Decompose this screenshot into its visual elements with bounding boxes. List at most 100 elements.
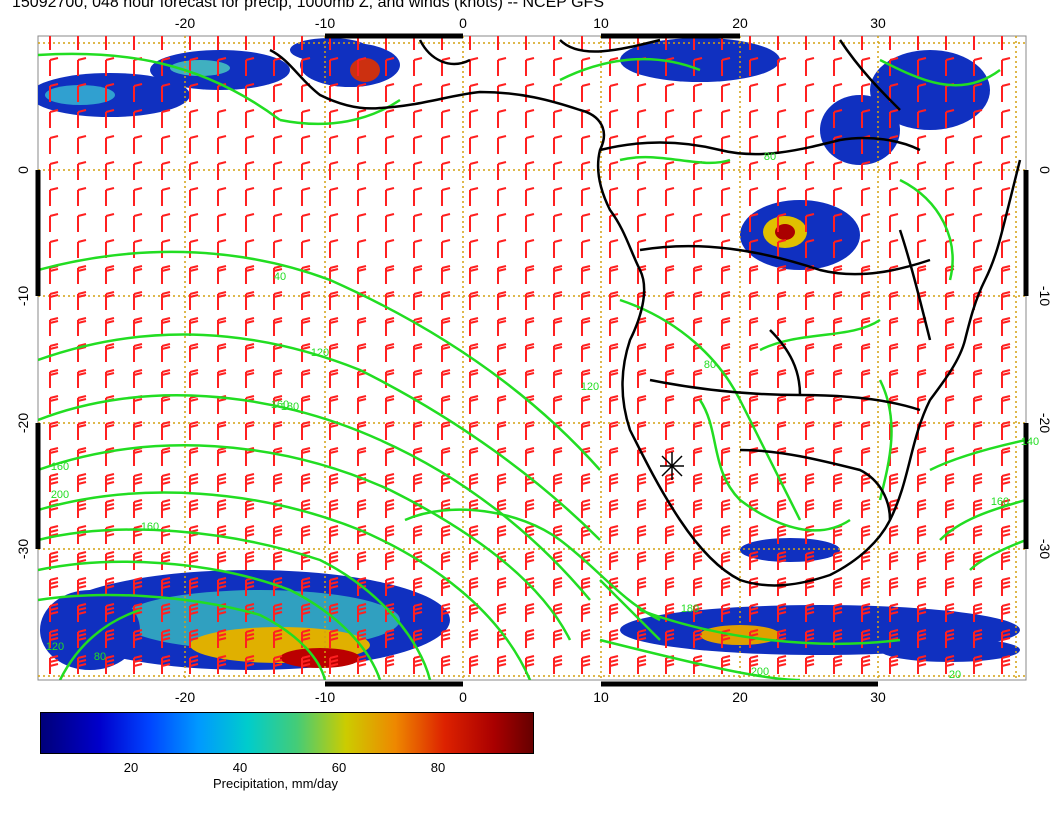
wind-barb (525, 187, 535, 206)
wind-barb (217, 577, 227, 596)
wind-barb (609, 421, 619, 440)
wind-barb (49, 239, 59, 258)
wind-barb (49, 83, 59, 102)
wind-barb (385, 135, 395, 154)
wind-barb (49, 213, 59, 232)
wind-barb (217, 36, 219, 50)
wind-barb (413, 343, 423, 362)
wind-barb (833, 343, 843, 362)
wind-barb (945, 187, 955, 206)
wind-barb (945, 499, 955, 518)
wind-barb (721, 447, 731, 466)
contour-label: 80 (704, 359, 716, 371)
wind-barb (917, 83, 927, 102)
lat-label-left: -10 (15, 286, 31, 306)
wind-barb (413, 291, 423, 310)
wind-barb (385, 317, 395, 336)
wind-barb (693, 525, 703, 544)
wind-barb (861, 213, 871, 232)
wind-barb (749, 109, 759, 128)
wind-barb (553, 629, 563, 648)
wind-barb (497, 83, 507, 102)
wind-barb (105, 629, 115, 648)
wind-barb (105, 343, 115, 362)
lat-label-right: -10 (1037, 286, 1053, 306)
wind-barb (1001, 109, 1011, 128)
wind-barb (301, 213, 311, 232)
wind-barb (889, 343, 899, 362)
contour-label: 160 (141, 521, 159, 533)
wind-barb (861, 109, 871, 128)
wind-barb (749, 395, 759, 414)
wind-barb (973, 603, 983, 622)
wind-barb (721, 577, 731, 596)
wind-barb (525, 239, 535, 258)
wind-barb (581, 551, 591, 570)
wind-barb (721, 265, 731, 284)
station-star-icon (660, 452, 684, 480)
wind-barb (833, 421, 843, 440)
wind-barb (693, 187, 703, 206)
wind-barb (581, 395, 591, 414)
wind-barb (329, 499, 339, 518)
wind-barb (385, 369, 395, 388)
wind-barb (77, 109, 87, 128)
wind-barb (833, 629, 843, 648)
wind-barb (805, 36, 807, 50)
wind-barb (917, 629, 927, 648)
wind-barb (301, 369, 311, 388)
wind-barb (777, 395, 787, 414)
wind-barb (777, 291, 787, 310)
wind-barb (133, 369, 143, 388)
wind-barb (469, 343, 479, 362)
wind-barb (945, 57, 955, 76)
wind-barb (77, 629, 87, 648)
wind-barb (973, 317, 983, 336)
wind-barb (693, 265, 703, 284)
wind-barb (917, 369, 927, 388)
wind-barb (917, 57, 927, 76)
wind-barb (525, 135, 535, 154)
wind-barb (49, 395, 59, 414)
wind-barb (245, 551, 255, 570)
wind-barb (329, 135, 339, 154)
wind-barb (833, 603, 843, 622)
wind-barb (413, 83, 423, 102)
wind-barb (497, 239, 507, 258)
wind-barb (581, 291, 591, 310)
wind-barb (777, 421, 787, 440)
wind-barb (581, 213, 591, 232)
wind-barb (273, 577, 283, 596)
wind-barb (693, 499, 703, 518)
wind-barb (693, 655, 703, 674)
wind-barb (217, 317, 227, 336)
contour-label: 200 (51, 489, 69, 501)
wind-barb (805, 213, 815, 232)
wind-barb (581, 36, 583, 50)
wind-barb (721, 395, 731, 414)
wind-barb (693, 317, 703, 336)
wind-barb (525, 317, 535, 336)
wind-barb (329, 655, 339, 674)
wind-barb (553, 291, 563, 310)
wind-barb (749, 239, 759, 258)
wind-barb (525, 629, 535, 648)
wind-barb (189, 551, 199, 570)
wind-barb (721, 161, 731, 180)
wind-barb (777, 239, 787, 258)
wind-barb (189, 421, 199, 440)
coastlines (269, 38, 1022, 587)
wind-barb (917, 473, 927, 492)
wind-barb (553, 447, 563, 466)
colorbar-label: Precipitation, mm/day (213, 776, 338, 791)
wind-barb (777, 655, 787, 674)
wind-barb (133, 499, 143, 518)
wind-barb (357, 421, 367, 440)
lon-label-bottom: 10 (593, 689, 609, 705)
wind-barb (469, 291, 479, 310)
wind-barb (581, 629, 591, 648)
wind-barb (49, 369, 59, 388)
wind-barb (413, 473, 423, 492)
lon-label-top: 20 (732, 15, 748, 31)
wind-barb (301, 551, 311, 570)
